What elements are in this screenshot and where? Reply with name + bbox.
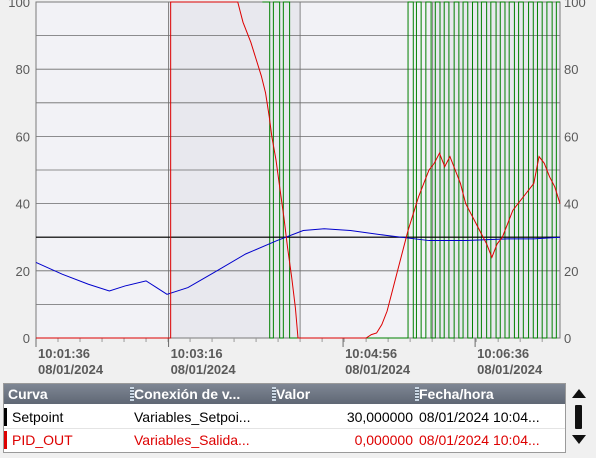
x-tick-date: 08/01/2024 (477, 362, 543, 377)
y-tick-label-right: 100 (564, 0, 586, 10)
x-tick-time: 10:04:56 (345, 346, 397, 361)
y-tick-label-left: 60 (16, 129, 30, 144)
cell-connection: Variables_Setpoi... (134, 409, 251, 425)
curve-color-swatch (4, 408, 7, 426)
x-tick-time: 10:06:36 (477, 346, 529, 361)
column-header-datetime[interactable]: Fecha/hora (415, 384, 565, 404)
table-row-pid-out[interactable]: PID_OUT Variables_Salida... 0,000000 08/… (4, 428, 565, 451)
y-tick-label-right: 20 (564, 264, 578, 279)
curve-color-swatch (4, 431, 7, 449)
series-process-value-line (35, 228, 561, 295)
x-tick-time: 10:03:16 (171, 346, 223, 361)
y-tick-label-left: 100 (8, 0, 30, 10)
table-row-setpoint[interactable]: Setpoint Variables_Setpoi... 30,000000 0… (4, 406, 565, 428)
triangle-down-icon[interactable] (572, 435, 586, 444)
cell-datetime: 08/01/2024 10:04... (419, 432, 540, 448)
column-header-label: Conexión de v... (134, 386, 241, 402)
y-tick-label-left: 40 (16, 197, 30, 212)
series-digital-pulses (262, 1, 560, 339)
y-tick-label-right: 40 (564, 197, 578, 212)
column-header-label: Valor (276, 386, 311, 402)
trend-chart[interactable]: 10080604020010080604020010:01:3608/01/20… (0, 0, 596, 380)
column-resize-grip[interactable] (272, 387, 276, 401)
triangle-up-icon[interactable] (572, 389, 586, 398)
curve-table[interactable]: Curva Conexión de v... Valor Fecha/hora … (3, 383, 566, 453)
y-tick-label-right: 60 (564, 129, 578, 144)
x-tick-time: 10:01:36 (38, 346, 90, 361)
series-pid-out-line (36, 1, 561, 339)
y-tick-label-left: 20 (16, 264, 30, 279)
cell-curve: Setpoint (12, 409, 64, 425)
x-tick-date: 08/01/2024 (171, 362, 237, 377)
x-tick-date: 08/01/2024 (38, 362, 104, 377)
cell-value: 30,000000 (346, 409, 413, 425)
cell-curve: PID_OUT (12, 432, 73, 448)
cell-value: 0,000000 (354, 432, 413, 448)
column-header-connection[interactable]: Conexión de v... (130, 384, 272, 404)
y-tick-label-right: 80 (564, 62, 578, 77)
cell-connection: Variables_Salida... (134, 432, 250, 448)
x-tick-date: 08/01/2024 (345, 362, 411, 377)
table-scrollbar[interactable] (566, 383, 592, 453)
y-tick-label-right: 0 (564, 331, 571, 346)
cell-datetime: 08/01/2024 10:04... (419, 409, 540, 425)
column-header-value[interactable]: Valor (272, 384, 415, 404)
column-header-label: Fecha/hora (419, 386, 494, 402)
column-resize-grip[interactable] (415, 387, 419, 401)
y-tick-label-left: 80 (16, 62, 30, 77)
y-tick-label-left: 0 (23, 331, 30, 346)
column-header-label: Curva (8, 386, 48, 402)
scrollbar-thumb[interactable] (575, 405, 582, 429)
column-resize-grip[interactable] (130, 387, 134, 401)
trend-view[interactable]: 100 80 60 40 20 0 100 80 60 40 20 0 10:01:36 08/01/20… (0, 0, 596, 380)
column-header-curve[interactable]: Curva (4, 384, 130, 404)
